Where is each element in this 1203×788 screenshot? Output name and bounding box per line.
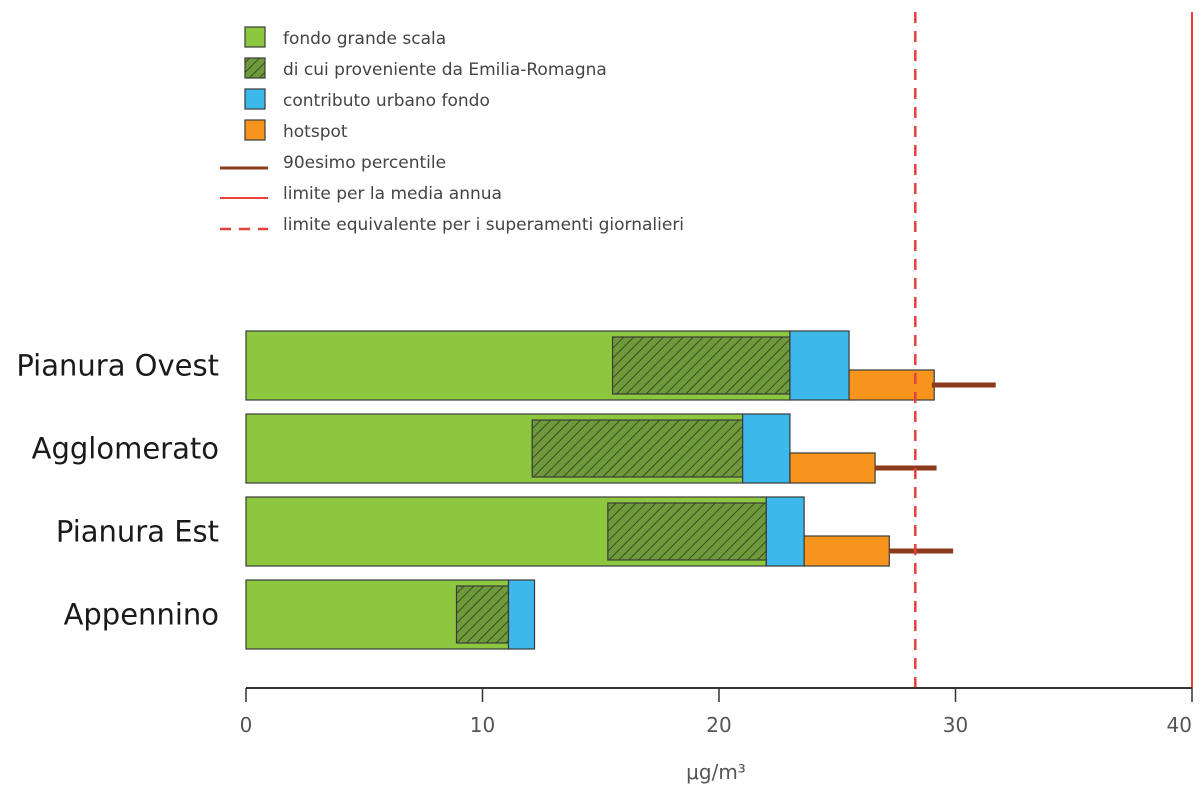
legend-swatch-emilia-romagna	[245, 58, 265, 78]
legend-label-emilia-romagna: di cui proveniente da Emilia-Romagna	[283, 60, 607, 80]
legend-item-urbano: contributo urbano fondo	[245, 89, 490, 111]
legend-label-percentile: 90esimo percentile	[283, 153, 446, 173]
bar-emilia-romagna-pianura-est	[608, 503, 766, 560]
bar-hotspot-agglomerato	[790, 453, 875, 483]
bar-urbano-appennino	[509, 580, 535, 649]
category-label-agglomerato: Agglomerato	[32, 432, 219, 466]
bar-hotspot-pianura-ovest	[849, 370, 934, 400]
bar-emilia-romagna-agglomerato	[532, 420, 742, 477]
x-tick-label-0: 0	[240, 713, 253, 737]
bars	[246, 331, 996, 649]
legend-item-limit-daily: limite equivalente per i superamenti gio…	[220, 215, 684, 235]
category-label-pianura-est: Pianura Est	[56, 515, 219, 549]
x-tick-label-20: 20	[706, 713, 731, 737]
bar-urbano-agglomerato	[743, 414, 790, 483]
legend-item-emilia-romagna: di cui proveniente da Emilia-Romagna	[245, 58, 607, 80]
x-axis: 0 10 20 30 40	[240, 688, 1192, 737]
legend-item-fondo: fondo grande scala	[245, 27, 446, 49]
legend-item-hotspot: hotspot	[245, 120, 348, 142]
legend-swatch-hotspot	[245, 120, 265, 140]
legend-label-urbano: contributo urbano fondo	[283, 91, 490, 111]
x-axis-title: μg/m³	[686, 760, 746, 784]
legend-swatch-urbano	[245, 89, 265, 109]
x-tick-label-30: 30	[943, 713, 968, 737]
bar-emilia-romagna-appennino	[456, 586, 508, 643]
category-labels: Pianura Ovest Agglomerato Pianura Est Appen…	[16, 349, 219, 632]
legend-label-limit-annual: limite per la media annua	[283, 184, 502, 204]
legend-item-limit-annual: limite per la media annua	[220, 184, 502, 204]
bar-emilia-romagna-pianura-ovest	[613, 337, 790, 394]
x-tick-label-10: 10	[470, 713, 495, 737]
legend-label-fondo: fondo grande scala	[283, 29, 446, 49]
legend-label-hotspot: hotspot	[283, 122, 348, 142]
legend-label-limit-daily: limite equivalente per i superamenti gio…	[283, 215, 684, 235]
bar-urbano-pianura-ovest	[790, 331, 849, 400]
legend-swatch-fondo	[245, 27, 265, 47]
x-tick-label-40: 40	[1167, 713, 1192, 737]
reference-lines	[915, 12, 1192, 688]
category-label-pianura-ovest: Pianura Ovest	[16, 349, 219, 383]
bar-urbano-pianura-est	[766, 497, 804, 566]
category-label-appennino: Appennino	[64, 598, 219, 632]
bar-hotspot-pianura-est	[804, 536, 889, 566]
legend: fondo grande scala di cui proveniente da…	[220, 27, 684, 235]
legend-item-percentile: 90esimo percentile	[220, 153, 446, 173]
